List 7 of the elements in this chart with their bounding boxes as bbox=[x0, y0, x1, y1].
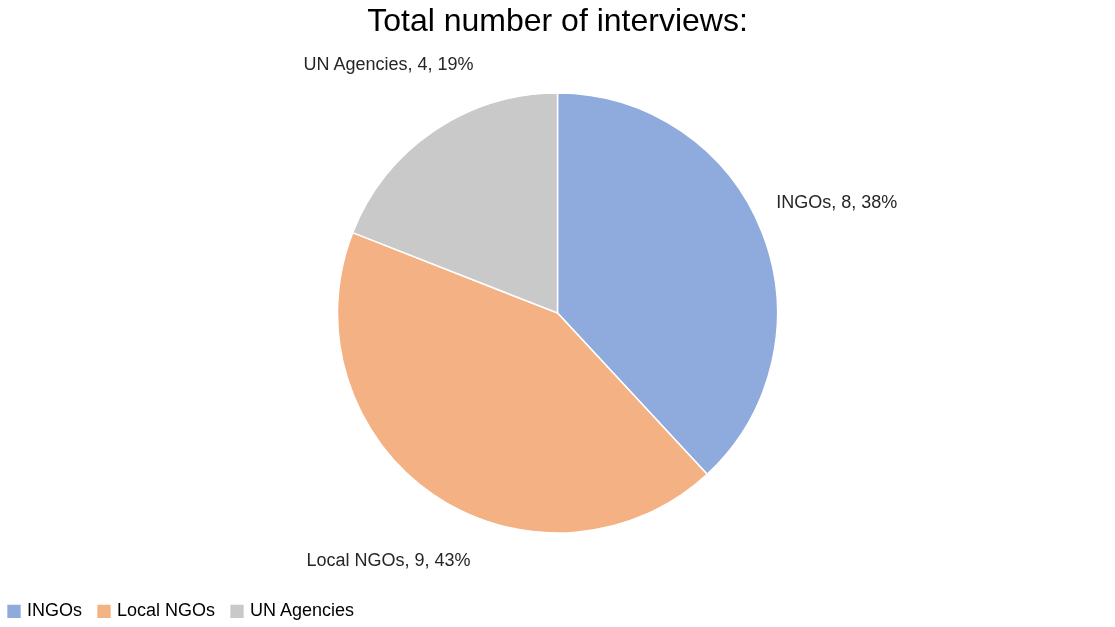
data-label: Local NGOs, 9, 43% bbox=[306, 549, 471, 570]
legend-label: INGOs bbox=[27, 600, 83, 621]
legend-label: UN Agencies bbox=[250, 600, 355, 621]
data-label: UN Agencies, 4, 19% bbox=[303, 54, 474, 75]
data-label: INGOs, 8, 38% bbox=[776, 192, 898, 213]
legend-label: Local NGOs bbox=[117, 600, 216, 621]
chart-title: Total number of interviews: bbox=[367, 2, 748, 38]
